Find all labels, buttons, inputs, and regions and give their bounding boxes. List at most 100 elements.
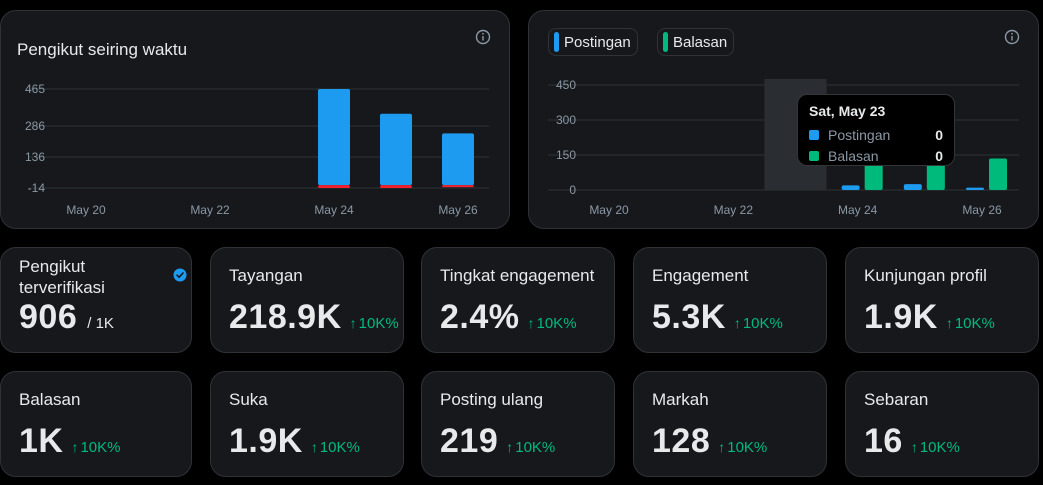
metric-value-row: 1K ↑ 10K% [19, 422, 121, 461]
metric-value: 1.9K [229, 422, 303, 460]
metric-label: Sebaran [864, 390, 929, 409]
metric-delta-value: 10K% [536, 315, 577, 332]
arrow-up-icon: ↑ [349, 315, 357, 331]
metric-card-tayangan[interactable]: Tayangan 218.9K ↑ 10K% [210, 247, 404, 353]
metric-label: Pengikut terverifikasi [19, 257, 105, 297]
metric-delta-value: 10K% [919, 439, 960, 456]
arrow-up-icon: ↑ [733, 315, 741, 331]
metric-card-bookmarks[interactable]: Markah 128 ↑ 10K% [633, 371, 827, 477]
metric-value-row: 1.9K ↑ 10K% [864, 298, 995, 337]
tooltip-row-postingan: Postingan 0 [809, 124, 943, 145]
x-tick-label: May 26 [438, 203, 478, 217]
metric-label: Tayangan [229, 266, 303, 285]
arrow-up-icon: ↑ [945, 315, 953, 331]
metric-card-reposts[interactable]: Posting ulang 219 ↑ 10K% [421, 371, 615, 477]
metric-delta: ↑ 10K% [946, 315, 995, 332]
posts-chart-card: Postingan Balasan 450 300 150 0 May 20 May 22… [528, 10, 1039, 229]
chart-bar [318, 185, 350, 188]
followers-chart-title: Pengikut seiring waktu [17, 40, 188, 59]
chart-bar [318, 89, 350, 186]
legend-swatch-postingan [554, 32, 559, 52]
info-icon[interactable] [1004, 29, 1020, 45]
metric-delta-value: 10K% [358, 315, 399, 332]
legend-postingan[interactable]: Postingan [548, 28, 638, 56]
metric-value: 2.4% [440, 298, 520, 336]
metric-value: 218.9K [229, 298, 342, 336]
y-tick-label: 150 [556, 148, 576, 162]
arrow-up-icon: ↑ [910, 439, 918, 455]
metric-value: 219 [440, 422, 499, 460]
metric-delta: ↑ 10K% [734, 315, 783, 332]
tooltip-swatch [809, 129, 819, 140]
legend-balasan[interactable]: Balasan [657, 28, 735, 56]
arrow-up-icon: ↑ [527, 315, 535, 331]
arrow-up-icon: ↑ [718, 439, 726, 455]
chart-bar [903, 184, 922, 190]
metric-label: Tingkat engagement [440, 266, 595, 285]
metric-delta-value: 10K% [515, 439, 556, 456]
metric-total: / 1K [87, 315, 114, 332]
metric-value-row: 5.3K ↑ 10K% [652, 298, 783, 337]
y-tick-label: -14 [28, 181, 46, 195]
metric-delta: ↑ 10K% [350, 315, 399, 332]
metric-value: 16 [864, 422, 903, 460]
metric-card-engagement-rate[interactable]: Tingkat engagement 2.4% ↑ 10K% [421, 247, 615, 353]
chart-bar [380, 185, 412, 188]
metric-card-likes[interactable]: Suka 1.9K ↑ 10K% [210, 371, 404, 477]
metric-value-row: 218.9K ↑ 10K% [229, 298, 399, 337]
metric-delta-value: 10K% [727, 439, 768, 456]
posts-chart[interactable]: 450 300 150 0 May 20 May 22 May 24 May 26 [529, 11, 1040, 230]
arrow-up-icon: ↑ [71, 439, 79, 455]
y-tick-label: 136 [25, 150, 45, 164]
x-tick-label: May 26 [962, 203, 1002, 217]
y-tick-label: 286 [25, 119, 45, 133]
x-tick-label: May 24 [314, 203, 354, 217]
followers-chart[interactable]: 465 286 136 -14 May 20 May 22 May 24 May 26 [1, 11, 511, 230]
metric-value: 1K [19, 422, 64, 460]
metric-delta: ↑ 10K% [71, 439, 120, 456]
metric-delta: ↑ 10K% [718, 439, 767, 456]
metric-delta-value: 10K% [954, 315, 995, 332]
chart-bar [442, 133, 474, 186]
legend-label-balasan: Balasan [673, 33, 728, 51]
tooltip-label: Balasan [828, 147, 879, 164]
metric-card-replies[interactable]: Balasan 1K ↑ 10K% [0, 371, 192, 477]
y-tick-label: 450 [556, 78, 576, 92]
metric-label: Kunjungan profil [864, 266, 987, 285]
chart-bar [864, 162, 883, 190]
metric-value-row: 128 ↑ 10K% [652, 422, 767, 461]
metric-label: Posting ulang [440, 390, 544, 409]
arrow-up-icon: ↑ [310, 439, 318, 455]
x-tick-label: May 20 [66, 203, 106, 217]
metric-value-row: 2.4% ↑ 10K% [440, 298, 577, 337]
legend-label-postingan: Postingan [564, 33, 631, 51]
info-icon[interactable] [475, 29, 491, 45]
chart-bar [926, 159, 945, 190]
arrow-up-icon: ↑ [506, 439, 514, 455]
metric-card-engagement[interactable]: Engagement 5.3K ↑ 10K% [633, 247, 827, 353]
tooltip-value: 0 [935, 147, 943, 164]
tooltip-label: Postingan [828, 126, 891, 143]
metric-delta-value: 10K% [319, 439, 360, 456]
metric-value: 5.3K [652, 298, 726, 336]
y-tick-label: 300 [556, 113, 576, 127]
metric-delta-value: 10K% [742, 315, 783, 332]
metric-value-row: 1.9K ↑ 10K% [229, 422, 360, 461]
metric-card-profile-visits[interactable]: Kunjungan profil 1.9K ↑ 10K% [845, 247, 1039, 353]
metric-delta: ↑ 10K% [311, 439, 360, 456]
legend-swatch-balasan [663, 32, 668, 52]
metric-label: Markah [652, 390, 709, 409]
metric-card-verified-followers[interactable]: Pengikut terverifikasi 906 / 1K [0, 247, 192, 353]
y-tick-label: 0 [569, 183, 576, 197]
chart-bar [989, 158, 1007, 190]
metric-value: 1.9K [864, 298, 938, 336]
metric-label: Suka [229, 390, 268, 409]
metric-card-shares[interactable]: Sebaran 16 ↑ 10K% [845, 371, 1039, 477]
verified-badge-icon [173, 268, 187, 282]
metric-value: 906 [19, 298, 78, 336]
chart-bar [841, 185, 860, 190]
metric-value-row: 16 ↑ 10K% [864, 422, 960, 461]
tooltip-row-balasan: Balasan 0 [809, 145, 943, 166]
chart-bar [380, 113, 412, 186]
metric-value-row: 219 ↑ 10K% [440, 422, 555, 461]
